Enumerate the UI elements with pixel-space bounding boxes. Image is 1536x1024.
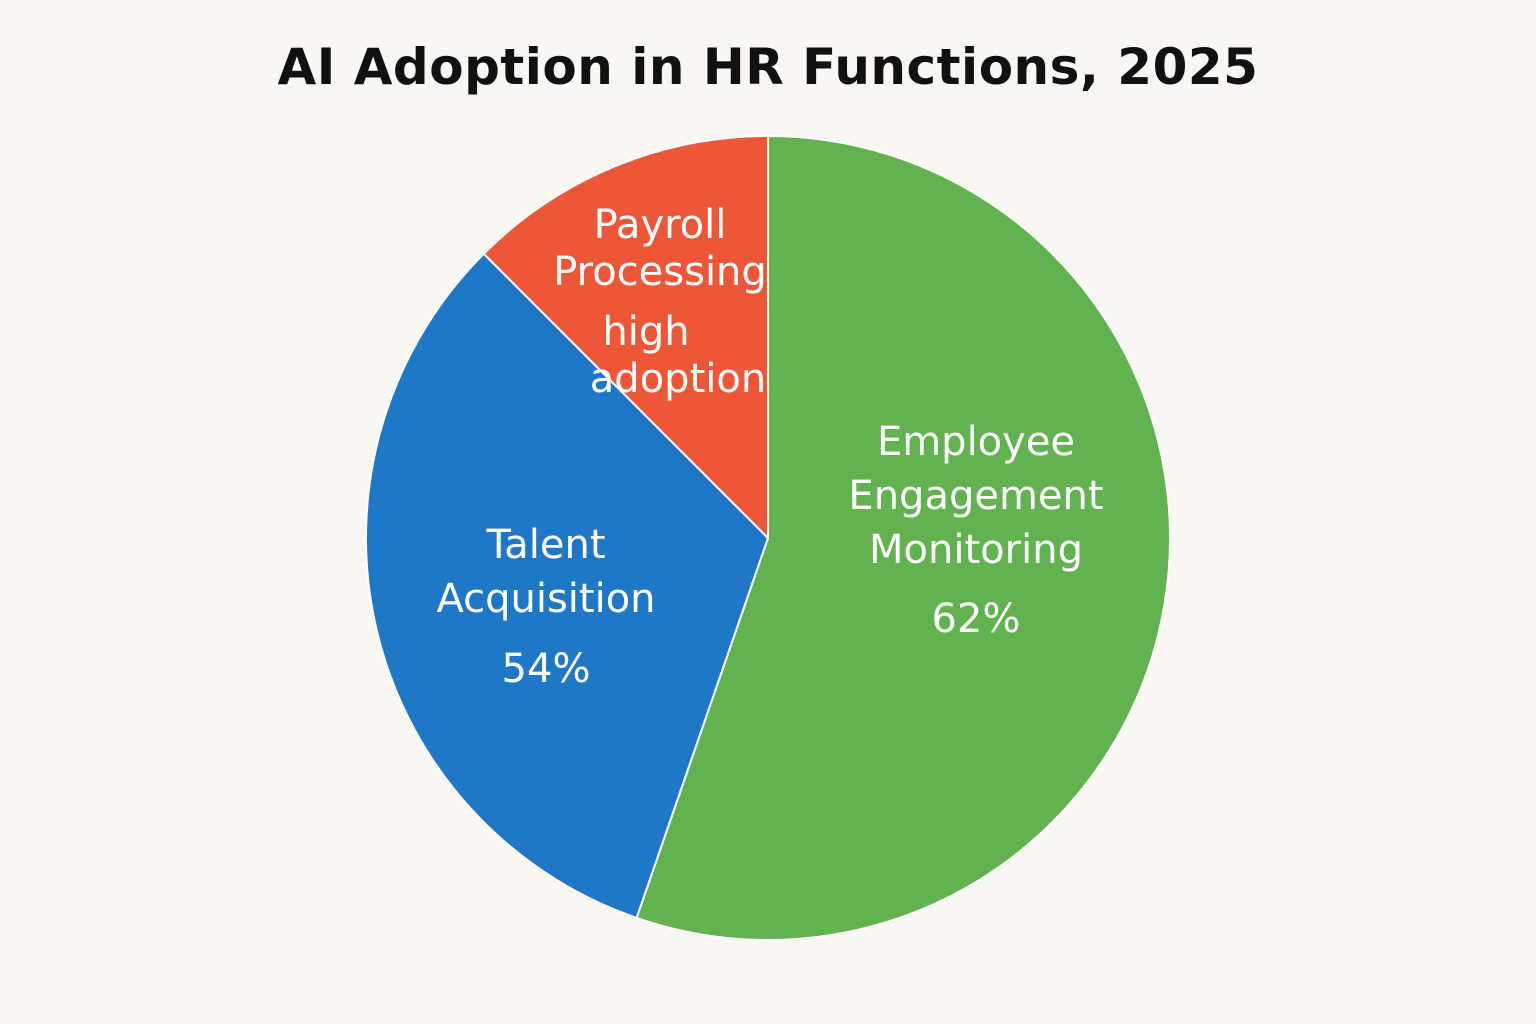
pie-slice-employee-engagement-monitoring bbox=[635, 134, 1171, 941]
slice-value-label: high bbox=[602, 309, 689, 355]
pie-labels: Employee Engagement Monitoring 62% Talent Acq… bbox=[436, 202, 1103, 692]
pie-slice-payroll-processing bbox=[482, 134, 769, 541]
pie-slices bbox=[364, 134, 1171, 941]
slice-label-line: Engagement bbox=[848, 473, 1103, 519]
chart-title: AI Adoption in HR Functions, 2025 bbox=[277, 38, 1259, 96]
slice-label-line: Employee bbox=[877, 419, 1075, 465]
slice-value-label: adoption bbox=[590, 356, 766, 402]
slice-label-line: Processing bbox=[553, 249, 767, 295]
slice-label-line: Talent bbox=[485, 522, 605, 568]
slice-value-label: 62% bbox=[932, 596, 1021, 642]
slice-label-line: Monitoring bbox=[869, 527, 1083, 573]
slice-value-label: 54% bbox=[502, 646, 591, 692]
slice-label-line: Acquisition bbox=[436, 576, 655, 622]
pie-slice-talent-acquisition bbox=[364, 252, 770, 920]
slice-label-line: Payroll bbox=[594, 202, 727, 248]
